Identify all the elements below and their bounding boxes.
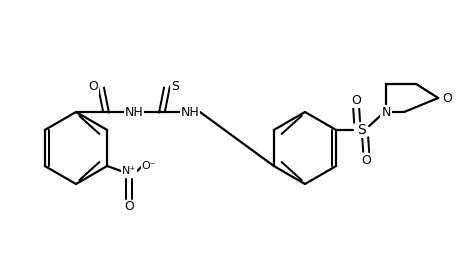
- Text: O⁻: O⁻: [142, 161, 156, 171]
- Text: N⁺: N⁺: [122, 166, 136, 176]
- Text: NH: NH: [125, 106, 144, 119]
- Text: O: O: [351, 94, 361, 107]
- Text: O: O: [361, 153, 371, 166]
- Text: O: O: [124, 200, 134, 214]
- Text: S: S: [171, 81, 179, 94]
- Text: S: S: [357, 123, 366, 137]
- Text: O: O: [442, 91, 452, 104]
- Text: N: N: [382, 106, 391, 119]
- Text: O: O: [88, 81, 98, 94]
- Text: NH: NH: [181, 106, 200, 119]
